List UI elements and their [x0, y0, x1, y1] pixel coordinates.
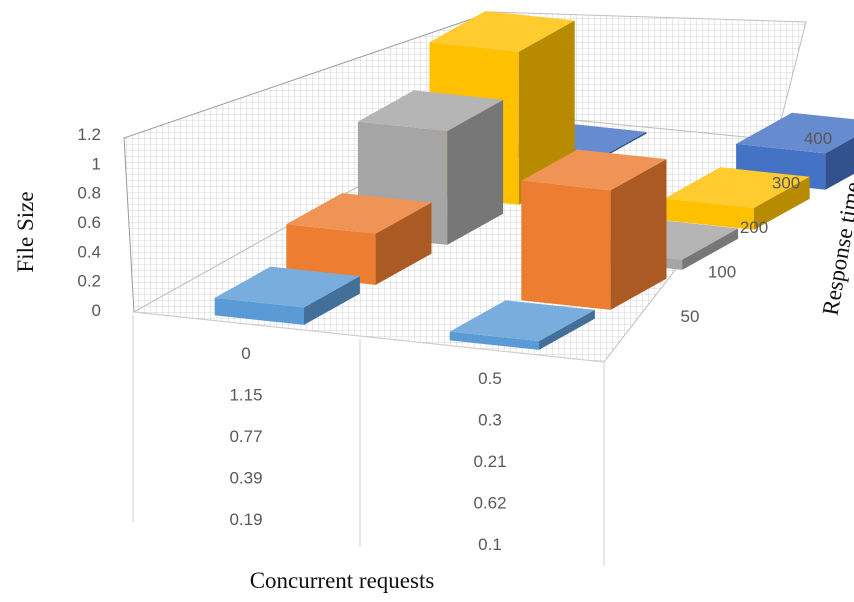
y-tick-label: 400 [804, 129, 832, 148]
x-axis-title: Concurrent requests [250, 568, 435, 593]
bar-front-face [521, 181, 610, 310]
y-tick-label: 50 [681, 307, 700, 326]
x-tick-label: 0.5 [478, 369, 502, 388]
z-tick-label: 0.6 [77, 213, 101, 232]
z-tick-label: 0 [92, 301, 101, 320]
y-tick-label: 200 [740, 218, 768, 237]
z-tick-label: 0.4 [77, 242, 101, 261]
z-tick-label: 1.2 [77, 125, 101, 144]
y-tick-label: 100 [708, 262, 736, 281]
bar-100-2 [521, 150, 666, 310]
x-tick-label: 0.39 [229, 469, 262, 488]
x-tick-label: 0.62 [473, 494, 506, 513]
x-tick-label: 0.1 [478, 535, 502, 554]
y-axis-title: Response time [818, 180, 854, 317]
x-tick-label: 1.15 [229, 386, 262, 405]
z-tick-label: 1 [92, 154, 101, 173]
y-tick-label: 300 [772, 174, 800, 193]
x-tick-label: 0 [241, 344, 250, 363]
x-tick-label: 0.19 [229, 510, 262, 529]
x-tick-label: 0.21 [473, 452, 506, 471]
z-tick-label: 0.8 [77, 184, 101, 203]
z-tick-label: 0.2 [77, 272, 101, 291]
z-axis-title: File Size [13, 191, 38, 272]
x-tick-label: 0.77 [229, 427, 262, 446]
x-tick-label: 0.3 [478, 411, 502, 430]
